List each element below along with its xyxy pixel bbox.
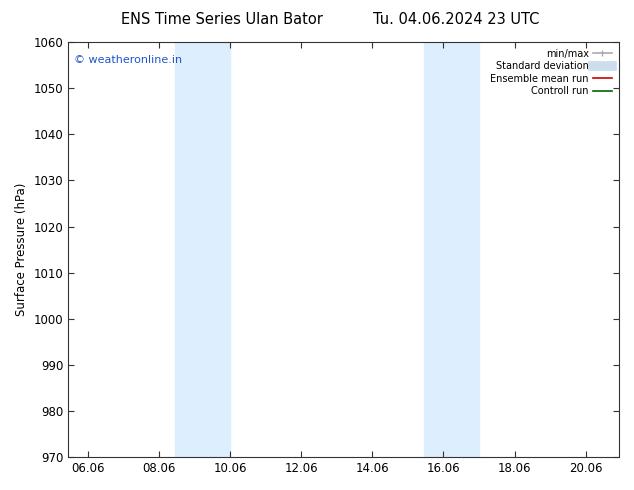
Bar [424, 42, 479, 457]
Text: ENS Time Series Ulan Bator: ENS Time Series Ulan Bator [121, 12, 323, 27]
Y-axis label: Surface Pressure (hPa): Surface Pressure (hPa) [15, 183, 28, 316]
Text: Tu. 04.06.2024 23 UTC: Tu. 04.06.2024 23 UTC [373, 12, 540, 27]
Legend: min/max, Standard deviation, Ensemble mean run, Controll run: min/max, Standard deviation, Ensemble me… [488, 47, 614, 98]
Text: © weatheronline.in: © weatheronline.in [74, 54, 182, 65]
Bar [175, 42, 230, 457]
